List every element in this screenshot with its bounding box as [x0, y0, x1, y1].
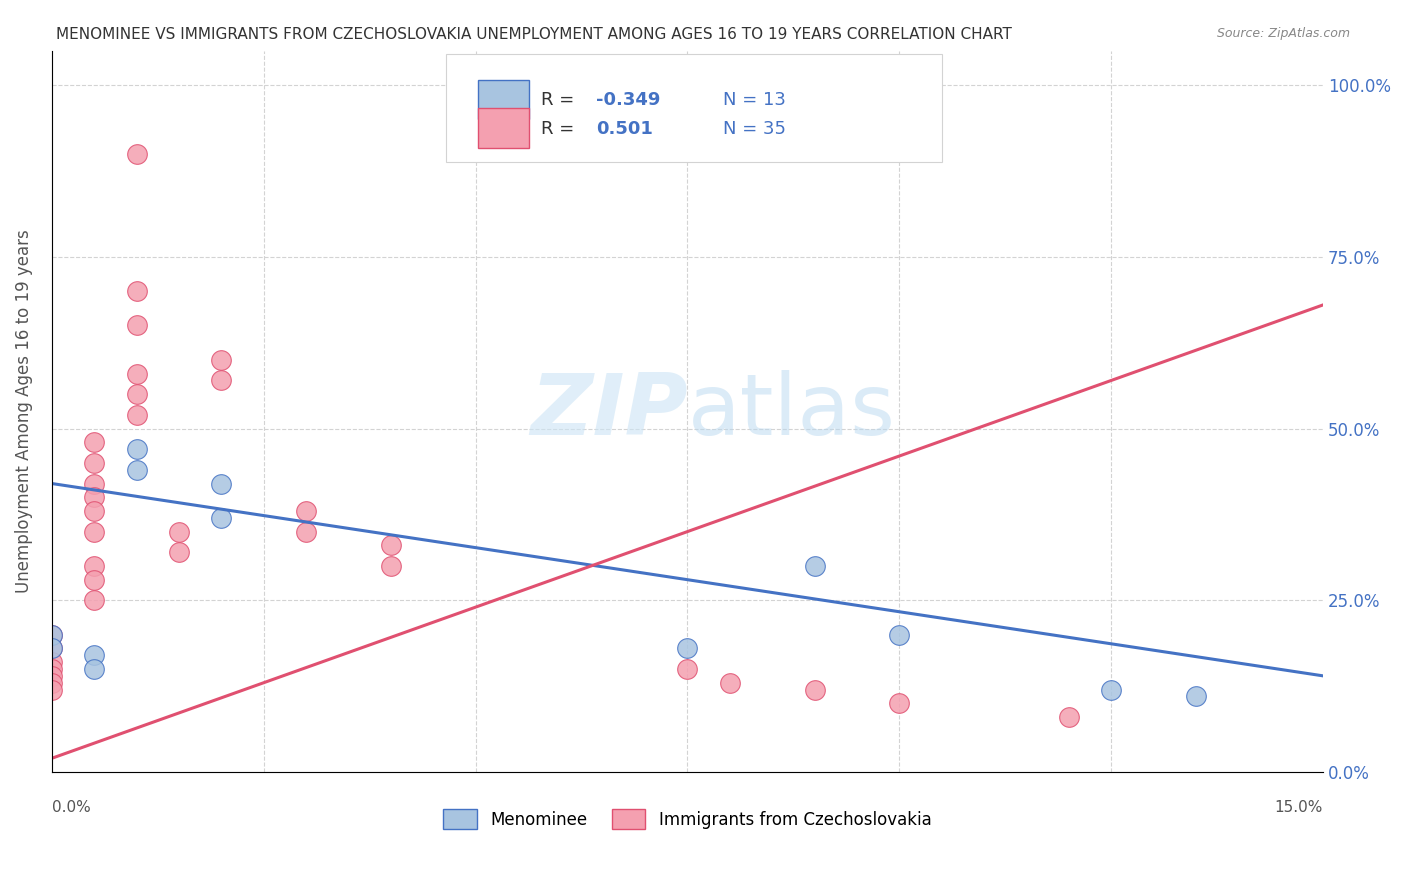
Point [83, 524, 105, 539]
Point [83, 558, 105, 573]
Text: N = 13: N = 13 [723, 91, 786, 109]
Point [41, 682, 63, 697]
Point [209, 374, 232, 388]
Point [41, 662, 63, 676]
Text: Source: ZipAtlas.com: Source: ZipAtlas.com [1216, 27, 1350, 40]
Point [41, 627, 63, 641]
Point [83, 456, 105, 470]
Point [803, 682, 825, 697]
Text: atlas: atlas [688, 370, 896, 453]
Point [1185, 690, 1208, 704]
Point [41, 675, 63, 690]
Point [125, 442, 148, 457]
Point [209, 352, 232, 367]
Y-axis label: Unemployment Among Ages 16 to 19 years: Unemployment Among Ages 16 to 19 years [15, 229, 32, 593]
Text: R =: R = [541, 91, 581, 109]
FancyBboxPatch shape [478, 79, 529, 120]
Point [83, 573, 105, 587]
Point [125, 408, 148, 422]
Point [41, 641, 63, 656]
Text: 0.501: 0.501 [596, 120, 652, 137]
Point [83, 476, 105, 491]
Point [41, 655, 63, 669]
Point [125, 284, 148, 298]
Point [83, 662, 105, 676]
Point [380, 538, 402, 552]
Point [125, 463, 148, 477]
Text: ZIP: ZIP [530, 370, 688, 453]
FancyBboxPatch shape [446, 54, 942, 162]
Point [1099, 682, 1122, 697]
Text: R =: R = [541, 120, 581, 137]
Point [83, 648, 105, 663]
Point [41, 669, 63, 683]
Legend: Menominee, Immigrants from Czechoslovakia: Menominee, Immigrants from Czechoslovaki… [437, 802, 938, 836]
Point [803, 558, 825, 573]
FancyBboxPatch shape [478, 109, 529, 148]
Point [676, 641, 699, 656]
Point [889, 627, 911, 641]
Point [41, 641, 63, 656]
Point [83, 490, 105, 504]
Point [167, 545, 190, 559]
Point [167, 524, 190, 539]
Point [889, 697, 911, 711]
Point [718, 675, 741, 690]
Text: N = 35: N = 35 [723, 120, 786, 137]
Point [1057, 710, 1080, 724]
Point [83, 593, 105, 607]
Point [125, 387, 148, 401]
Point [295, 504, 318, 518]
Point [83, 435, 105, 450]
Point [380, 558, 402, 573]
Text: 15.0%: 15.0% [1275, 800, 1323, 814]
Point [125, 367, 148, 381]
Point [676, 662, 699, 676]
Text: MENOMINEE VS IMMIGRANTS FROM CZECHOSLOVAKIA UNEMPLOYMENT AMONG AGES 16 TO 19 YEA: MENOMINEE VS IMMIGRANTS FROM CZECHOSLOVA… [56, 27, 1012, 42]
Point [125, 146, 148, 161]
Point [295, 524, 318, 539]
Text: -0.349: -0.349 [596, 91, 661, 109]
Point [83, 504, 105, 518]
Text: 0.0%: 0.0% [52, 800, 90, 814]
Point [209, 511, 232, 525]
Point [41, 627, 63, 641]
Point [125, 318, 148, 333]
Point [209, 476, 232, 491]
